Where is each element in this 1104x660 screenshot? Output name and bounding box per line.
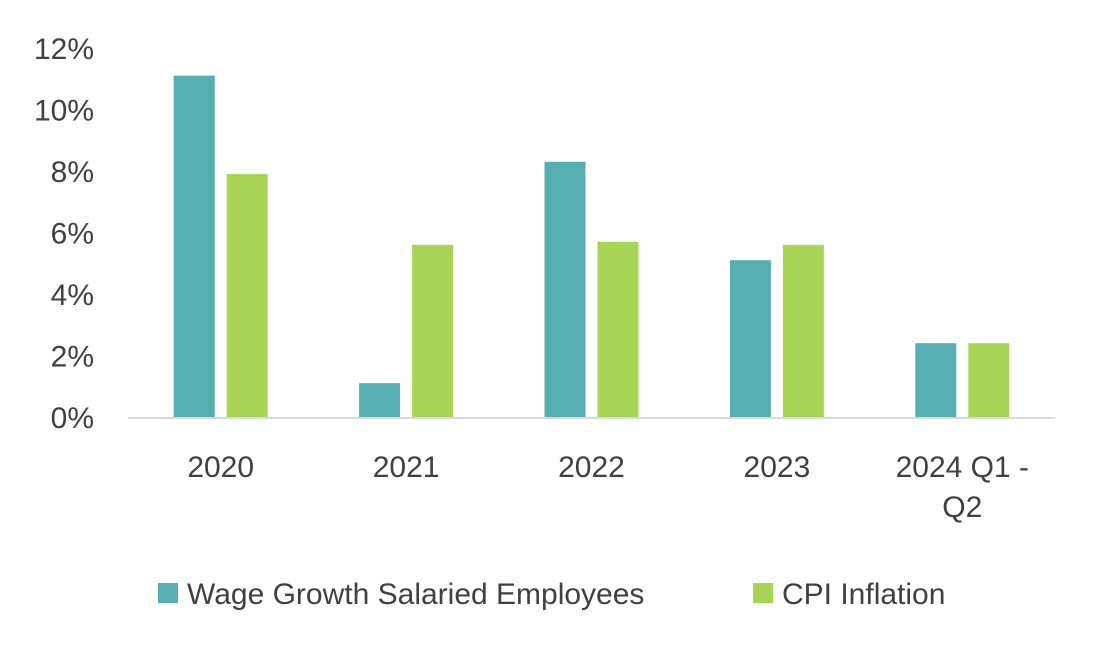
x-axis-labels: 2020 2021 2022 2023 2024 Q1 - Q2 [187, 451, 1029, 524]
bar-wage-growth-4 [915, 343, 957, 417]
legend-swatch [753, 583, 773, 603]
x-tick-label-line: 2024 Q1 - [896, 451, 1029, 484]
x-tick-label-line: Q2 [942, 491, 982, 524]
y-tick-label: 6% [51, 218, 94, 251]
x-tick-label-line: 2022 [558, 451, 625, 484]
bar-wage-growth-2 [544, 161, 586, 417]
bars-group [173, 75, 1010, 418]
y-tick-label: 2% [51, 341, 94, 374]
bar-cpi-inflation-4 [968, 343, 1010, 417]
legend-label: CPI Inflation [782, 578, 945, 611]
y-tick-label: 4% [51, 279, 94, 312]
x-tick-label: 2020 [187, 451, 254, 484]
y-tick-label: 8% [51, 156, 94, 189]
bar-wage-growth-0 [173, 75, 215, 418]
legend-label: Wage Growth Salaried Employees [187, 578, 644, 611]
bar-wage-growth-1 [359, 383, 401, 417]
legend-swatch [158, 583, 178, 603]
x-tick-label-line: 2020 [187, 451, 254, 484]
bar-cpi-inflation-2 [597, 241, 639, 417]
y-axis-ticks: 0% 2% 4% 6% 8% 10% 12% [34, 33, 94, 435]
y-tick-label: 0% [51, 402, 94, 435]
x-tick-label-line: 2023 [744, 451, 811, 484]
x-tick-label: 2021 [373, 451, 440, 484]
x-tick-label-line: 2021 [373, 451, 440, 484]
y-tick-label: 12% [34, 33, 94, 66]
bar-cpi-inflation-1 [412, 244, 454, 417]
bar-wage-growth-3 [729, 260, 771, 417]
bar-cpi-inflation-3 [782, 244, 824, 417]
legend: Wage Growth Salaried Employees CPI Inflat… [158, 578, 945, 611]
y-tick-label: 10% [34, 95, 94, 128]
x-tick-label: 2022 [558, 451, 625, 484]
x-tick-label: 2023 [744, 451, 811, 484]
x-tick-label: 2024 Q1 - Q2 [896, 451, 1029, 524]
bar-cpi-inflation-0 [226, 174, 268, 417]
